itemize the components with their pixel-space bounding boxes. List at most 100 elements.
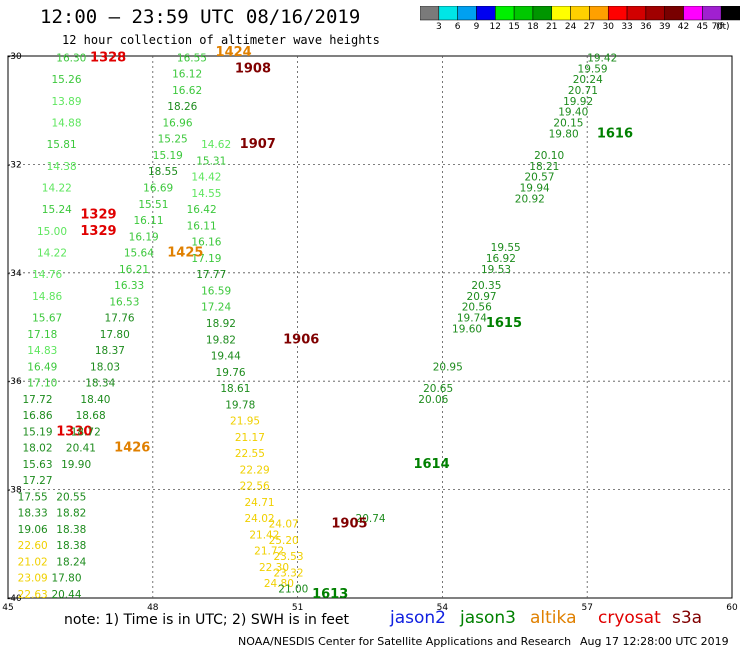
- wave-height-value: 17.77: [196, 269, 226, 281]
- legend-jason2: jason2: [390, 608, 446, 628]
- wave-height-value: 22.30: [259, 562, 289, 574]
- colorbar-label: 3: [435, 22, 442, 32]
- wave-height-value: 24.02: [245, 513, 275, 525]
- wave-height-value: 20.35: [471, 280, 501, 292]
- wave-height-value: 19.53: [481, 264, 511, 276]
- wave-height-value: 15.31: [196, 155, 226, 167]
- colorbar-label: 18: [527, 22, 539, 32]
- wave-height-value: 16.86: [22, 410, 52, 422]
- wave-height-value: 16.96: [162, 117, 192, 129]
- wave-height-value: 17.72: [22, 394, 52, 406]
- wave-height-value: 17.18: [27, 329, 57, 341]
- track-time-label: 1426: [114, 441, 150, 456]
- plot-frame: [7, 55, 733, 599]
- wave-height-value: 25.20: [269, 535, 299, 547]
- wave-height-value: 17.76: [105, 313, 135, 325]
- wave-height-value: 21.02: [18, 556, 48, 568]
- map-subtitle: 12 hour collection of altimeter wave hei…: [62, 33, 380, 47]
- wave-height-value: 18.34: [85, 378, 115, 390]
- wave-height-value: 22.63: [18, 589, 48, 601]
- legend-s3a: s3a: [672, 608, 703, 628]
- wave-height-value: 20.65: [423, 383, 453, 395]
- colorbar-label: 21: [546, 22, 558, 32]
- colorbar-label: 27: [583, 22, 596, 32]
- colorbar-label: 42: [677, 22, 690, 32]
- y-tick-label: -30: [7, 52, 22, 62]
- wave-height-value: 19.44: [211, 351, 241, 363]
- colorbar: [420, 6, 740, 21]
- wave-height-value: 17.80: [100, 329, 130, 341]
- colorbar-label: 45: [696, 22, 709, 32]
- track-time-label: 1906: [283, 332, 319, 347]
- legend-altika: altika: [530, 608, 577, 628]
- wave-height-value: 15.81: [47, 139, 77, 151]
- wave-height-value: 18.02: [22, 443, 52, 455]
- wave-height-value: 18.24: [56, 556, 86, 568]
- wave-height-value: 22.55: [235, 448, 265, 460]
- wave-height-value: 24.80: [264, 578, 294, 590]
- track-time-label: 1330: [56, 424, 92, 439]
- track-time-label: 1424: [216, 45, 252, 60]
- wave-height-value: 18.38: [56, 524, 86, 536]
- wave-height-value: 19.06: [18, 524, 48, 536]
- wave-height-value: 14.86: [32, 291, 62, 303]
- wave-height-value: 16.12: [172, 69, 202, 81]
- x-tick-label: 48: [147, 603, 159, 613]
- y-tick-label: -38: [7, 486, 22, 496]
- wave-height-value: 16.53: [109, 296, 139, 308]
- wave-height-value: 23.32: [273, 567, 303, 579]
- wave-height-value: 20.24: [573, 74, 603, 86]
- colorbar-labels: 3 6 9 12 15 18 21 24 27 30 33 36 39 42 45 70: [420, 22, 740, 36]
- wave-height-value: 18.72: [71, 426, 101, 438]
- wave-height-value: 14.88: [51, 117, 81, 129]
- wave-height-value: 15.19: [153, 150, 183, 162]
- wave-height-value: 14.83: [27, 345, 57, 357]
- wave-height-value: 16.42: [187, 204, 217, 216]
- wave-height-value: 21.17: [235, 432, 265, 444]
- wave-height-value: 20.56: [462, 302, 492, 314]
- wave-height-value: 15.67: [32, 313, 62, 325]
- wave-height-value: 19.74: [457, 313, 487, 325]
- wave-height-value: 14.22: [42, 183, 72, 195]
- wave-height-value: 20.71: [568, 85, 598, 97]
- colorbar-label: 70: [711, 22, 724, 32]
- wave-height-value: 22.56: [240, 481, 270, 493]
- colorbar-label: 9: [473, 22, 480, 32]
- wave-height-value: 19.76: [216, 367, 246, 379]
- x-tick-label: 57: [581, 603, 592, 613]
- wave-height-value: 18.61: [220, 383, 250, 395]
- wave-height-value: 22.60: [18, 540, 48, 552]
- wave-height-value: 23.09: [18, 573, 48, 585]
- wave-height-value: 19.82: [206, 334, 236, 346]
- wave-height-value: 21.72: [254, 546, 284, 558]
- wave-height-value: 18.40: [80, 394, 110, 406]
- wave-height-value: 16.69: [143, 183, 173, 195]
- wave-height-value: 16.49: [27, 361, 57, 373]
- wave-height-value: 14.22: [37, 248, 67, 260]
- wave-height-value: 16.62: [172, 85, 202, 97]
- track-time-label: 1425: [167, 246, 203, 261]
- track-time-label: 1329: [80, 224, 116, 239]
- track-time-label: 1907: [240, 137, 276, 152]
- wave-height-value: 16.33: [114, 280, 144, 292]
- wave-height-value: 19.94: [520, 183, 550, 195]
- wave-height-value: 15.64: [124, 248, 154, 260]
- wave-height-value: 19.60: [452, 323, 482, 335]
- wave-height-value: 19.80: [549, 128, 579, 140]
- wave-height-value: 21.42: [249, 529, 279, 541]
- wave-height-value: 16.59: [201, 285, 231, 297]
- wave-height-value: 16.11: [187, 220, 217, 232]
- wave-height-value: 17.80: [51, 573, 81, 585]
- wave-height-value: 16.92: [486, 253, 516, 265]
- wave-height-value: 17.55: [18, 491, 48, 503]
- timestamp-text: Aug 17 12:28:00 UTC 2019: [580, 635, 729, 648]
- wave-height-value: 20.15: [553, 117, 583, 129]
- wave-height-value: 16.16: [191, 237, 221, 249]
- wave-height-value: 21.95: [230, 416, 260, 428]
- wave-height-value: 16.11: [133, 215, 163, 227]
- wave-height-value: 13.89: [51, 96, 81, 108]
- wave-height-value: 18.68: [76, 410, 106, 422]
- track-time-label: 1614: [413, 457, 449, 472]
